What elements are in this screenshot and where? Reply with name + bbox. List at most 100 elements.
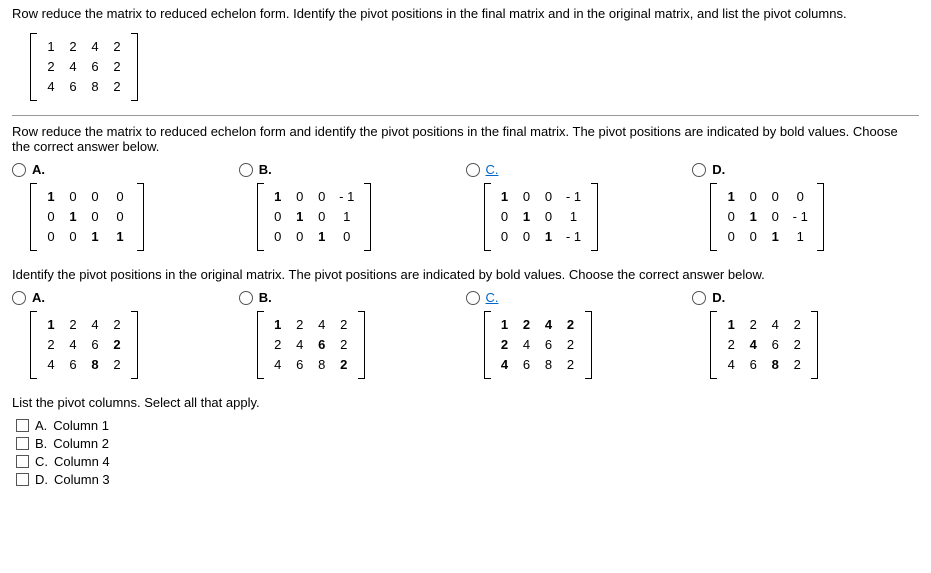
matrix-cell: 2	[106, 37, 128, 57]
matrix-cell: 1	[40, 315, 62, 335]
checkbox-b[interactable]	[16, 437, 29, 450]
matrix-cell: 2	[786, 335, 808, 355]
option-d: D.1000010- 10011	[692, 162, 919, 261]
matrix-cell: 8	[84, 355, 106, 375]
matrix-cell: 4	[720, 355, 742, 375]
matrix-cell: 2	[494, 335, 516, 355]
matrix-cell: 2	[560, 355, 582, 375]
option-label-text: D.	[712, 162, 725, 177]
matrix-cell: 1	[311, 227, 333, 247]
original-matrix: 124224624682	[30, 33, 138, 101]
matrix-cell: 2	[560, 335, 582, 355]
matrix-cell: 1	[560, 207, 588, 227]
matrix-cell: 4	[538, 315, 560, 335]
matrix-cell: 4	[62, 335, 84, 355]
matrix-cell: 1	[84, 227, 106, 247]
matrix-cell: 4	[40, 77, 62, 97]
matrix-cell: 2	[333, 335, 355, 355]
option-label-text: C.	[486, 290, 499, 305]
matrix-cell: 1	[720, 187, 742, 207]
checkbox-a[interactable]	[16, 419, 29, 432]
matrix-cell: 6	[764, 335, 786, 355]
matrix-cell: 0	[84, 207, 106, 227]
matrix-cell: 6	[538, 335, 560, 355]
matrix-cell: 0	[267, 227, 289, 247]
matrix-cell: 4	[267, 355, 289, 375]
check-text: Column 1	[53, 418, 109, 433]
matrix-cell: 6	[84, 57, 106, 77]
matrix: 124224624682	[257, 311, 365, 379]
matrix-cell: 0	[106, 207, 134, 227]
matrix-cell: 1	[289, 207, 311, 227]
option-label-text: D.	[712, 290, 725, 305]
check-item: D.Column 3	[16, 472, 919, 487]
matrix: 124224624682	[30, 311, 138, 379]
matrix-cell: - 1	[560, 187, 588, 207]
prompt-2: Identify the pivot positions in the orig…	[12, 267, 919, 282]
matrix-cell: 0	[742, 187, 764, 207]
matrix-cell: 2	[62, 37, 84, 57]
matrix-cell: 8	[84, 77, 106, 97]
matrix-cell: 6	[62, 77, 84, 97]
matrix-cell: 0	[84, 187, 106, 207]
radio-a[interactable]	[12, 163, 26, 177]
matrix-cell: 1	[764, 227, 786, 247]
matrix-cell: 2	[106, 355, 128, 375]
matrix-cell: 1	[516, 207, 538, 227]
radio-d[interactable]	[692, 291, 706, 305]
matrix-cell: 4	[84, 315, 106, 335]
check-item: B.Column 2	[16, 436, 919, 451]
radio-a[interactable]	[12, 291, 26, 305]
matrix-cell: - 1	[786, 207, 814, 227]
matrix-cell: 1	[40, 37, 62, 57]
matrix: 124224624682	[710, 311, 818, 379]
radio-d[interactable]	[692, 163, 706, 177]
matrix: 100- 10101001- 1	[484, 183, 598, 251]
matrix-cell: 2	[742, 315, 764, 335]
matrix-cell: 2	[40, 335, 62, 355]
matrix: 100- 101010010	[257, 183, 371, 251]
check-letter: A.	[35, 418, 47, 433]
option-c: C.124224624682	[466, 290, 693, 389]
separator	[12, 115, 919, 116]
matrix-cell: 0	[494, 207, 516, 227]
matrix-cell: 6	[311, 335, 333, 355]
matrix-cell: 0	[516, 187, 538, 207]
matrix-cell: 2	[333, 355, 355, 375]
checkbox-c[interactable]	[16, 455, 29, 468]
matrix-cell: 8	[311, 355, 333, 375]
radio-b[interactable]	[239, 291, 253, 305]
prompt-1: Row reduce the matrix to reduced echelon…	[12, 124, 919, 154]
radio-c[interactable]	[466, 291, 480, 305]
option-b: B.124224624682	[239, 290, 466, 389]
option-label-text: B.	[259, 290, 272, 305]
check-item: C.Column 4	[16, 454, 919, 469]
matrix-cell: 1	[267, 315, 289, 335]
matrix-cell: 0	[267, 207, 289, 227]
matrix-cell: 0	[786, 187, 814, 207]
matrix-cell: 8	[764, 355, 786, 375]
matrix-cell: 1	[40, 187, 62, 207]
matrix-cell: 4	[494, 355, 516, 375]
matrix-cell: 0	[333, 227, 361, 247]
matrix-cell: 2	[516, 315, 538, 335]
option-a: A.100001000011	[12, 162, 239, 261]
option-c: C.100- 10101001- 1	[466, 162, 693, 261]
matrix-cell: 4	[40, 355, 62, 375]
matrix-cell: 0	[538, 187, 560, 207]
matrix-cell: 4	[742, 335, 764, 355]
matrix-cell: 4	[62, 57, 84, 77]
option-d: D. 124224624682	[692, 290, 919, 389]
matrix-cell: 2	[106, 57, 128, 77]
matrix-cell: 2	[786, 315, 808, 335]
checkbox-d[interactable]	[16, 473, 29, 486]
matrix-cell: 6	[742, 355, 764, 375]
intro-text: Row reduce the matrix to reduced echelon…	[12, 6, 919, 21]
matrix: 1000010- 10011	[710, 183, 824, 251]
matrix-cell: 0	[494, 227, 516, 247]
matrix-cell: 2	[267, 335, 289, 355]
radio-b[interactable]	[239, 163, 253, 177]
radio-c[interactable]	[466, 163, 480, 177]
option-set-2: A.124224624682B.124224624682C.1242246246…	[12, 290, 919, 389]
matrix-cell: 2	[40, 57, 62, 77]
